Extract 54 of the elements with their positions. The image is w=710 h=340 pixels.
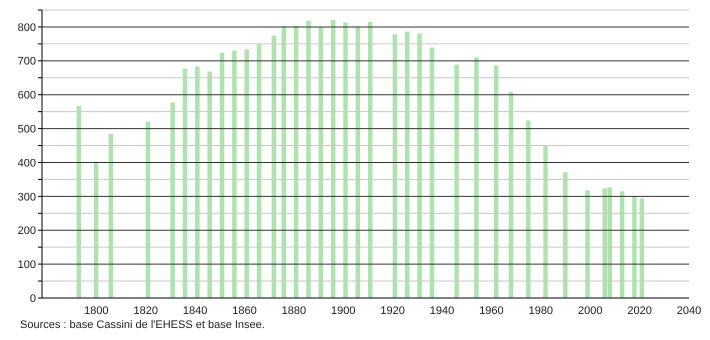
x-tick-label: 2000 <box>578 304 602 317</box>
x-tick-label: 1940 <box>430 304 454 317</box>
y-tick-label: 100 <box>18 259 36 272</box>
bar <box>94 162 98 298</box>
bar <box>405 32 410 298</box>
bar <box>563 172 568 298</box>
bar <box>474 57 479 298</box>
bar <box>430 48 434 298</box>
x-tick-label: 1820 <box>133 304 158 317</box>
x-tick-label: 1860 <box>232 304 257 317</box>
x-tick-label: 1880 <box>282 304 306 317</box>
y-tick-label: 200 <box>18 225 36 238</box>
x-tick-label: 1800 <box>84 304 109 317</box>
bar <box>76 106 82 298</box>
bar <box>170 102 175 298</box>
x-tick-label: 1980 <box>528 304 554 317</box>
x-tick-label: 1920 <box>380 304 405 317</box>
y-tick-label: 500 <box>18 123 36 136</box>
x-tick-label: 2040 <box>676 304 702 317</box>
x-tick-label: 1960 <box>479 304 504 317</box>
x-tick-label: 1900 <box>331 304 356 317</box>
bar <box>232 50 237 298</box>
bar <box>207 72 212 298</box>
y-tick-label: 300 <box>18 191 36 204</box>
y-tick-label: 0 <box>30 292 36 305</box>
bar <box>632 196 637 298</box>
y-tick-label: 700 <box>18 56 36 68</box>
bar <box>272 36 276 298</box>
bar <box>526 120 530 298</box>
bar <box>620 191 624 298</box>
bar <box>306 20 311 298</box>
bar <box>282 26 286 298</box>
bar <box>356 26 360 298</box>
bar <box>244 50 249 298</box>
y-tick-label: 600 <box>18 90 36 102</box>
bar <box>108 134 114 298</box>
bar <box>318 26 324 298</box>
bar <box>256 44 262 298</box>
bar <box>368 22 372 298</box>
bar <box>195 66 200 298</box>
bar <box>494 66 498 298</box>
bar <box>330 20 336 298</box>
bar <box>508 92 514 298</box>
source-note: Sources : base Cassini de l'EHESS et base Insee. <box>20 319 265 331</box>
bar <box>392 34 398 298</box>
x-tick-label: 1840 <box>182 304 208 317</box>
bar <box>454 64 459 298</box>
bar <box>294 26 298 298</box>
y-tick-label: 400 <box>18 157 36 170</box>
bar <box>146 122 150 298</box>
y-tick-label: 800 <box>18 22 36 34</box>
x-tick-label: 2020 <box>627 304 652 317</box>
bar <box>417 34 422 298</box>
bar <box>640 198 644 298</box>
